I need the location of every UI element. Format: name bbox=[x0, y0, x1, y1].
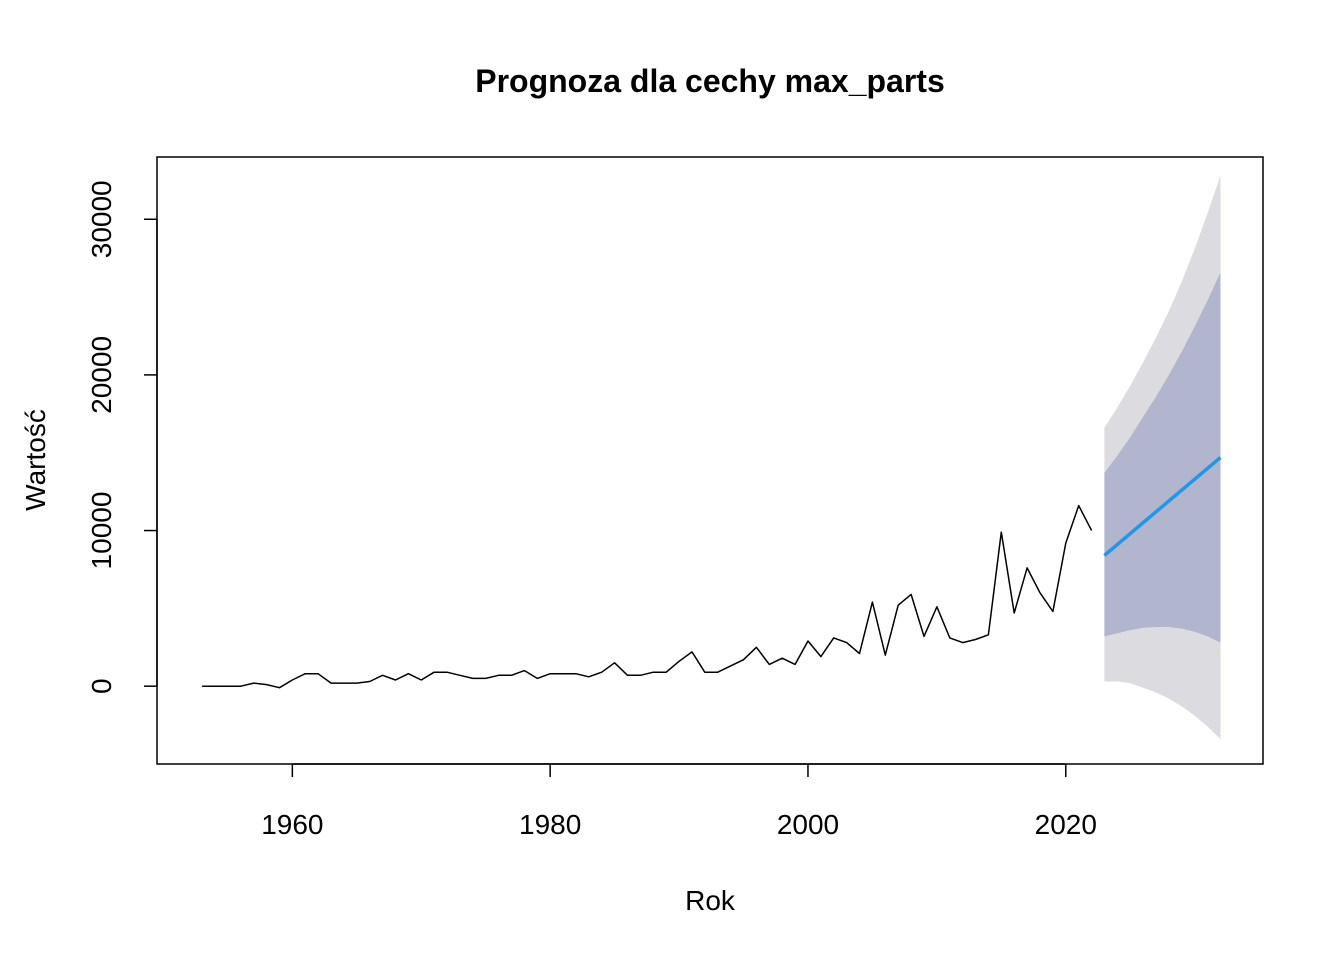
confidence-bands bbox=[1104, 175, 1221, 740]
y-tick-label: 10000 bbox=[86, 492, 117, 570]
x-axis: 1960 1980 2000 2020 bbox=[261, 763, 1097, 840]
history-line bbox=[202, 504, 1093, 689]
x-tick-label: 2000 bbox=[777, 809, 839, 840]
x-tick-label: 1980 bbox=[519, 809, 581, 840]
x-tick-label: 2020 bbox=[1035, 809, 1097, 840]
x-tick-label: 1960 bbox=[261, 809, 323, 840]
chart-title: Prognoza dla cechy max_parts bbox=[475, 63, 945, 99]
y-axis: 0 10000 20000 30000 bbox=[86, 180, 158, 694]
y-tick-label: 30000 bbox=[86, 180, 117, 258]
y-axis-label: Wartość bbox=[20, 409, 51, 511]
x-axis-label: Rok bbox=[685, 885, 736, 916]
forecast-line bbox=[1103, 456, 1222, 557]
y-tick-label: 0 bbox=[86, 678, 117, 694]
band-80 bbox=[1104, 272, 1221, 643]
data-series bbox=[202, 456, 1222, 689]
y-tick-label: 20000 bbox=[86, 336, 117, 414]
